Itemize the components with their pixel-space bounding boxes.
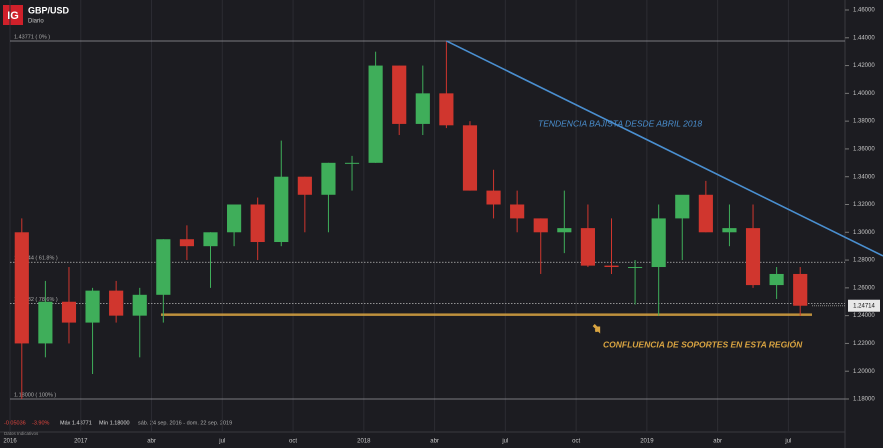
candle-body [415,93,430,124]
candle-body [486,190,501,205]
x-tick-label: jul [784,439,791,445]
footer-note: Datos Indicativos [4,431,39,436]
x-tick-label: jul [218,439,225,445]
candle-body [321,162,336,195]
candle-body [439,93,454,126]
x-tick-label: 2016 [3,439,17,445]
candle-body [392,65,407,124]
candle-body [203,232,218,247]
y-tick-label: 1.20000 [853,369,875,375]
candle-body [698,194,713,233]
y-tick-label: 1.32000 [853,202,875,208]
y-tick-label: 1.40000 [853,91,875,97]
y-tick-label: 1.34000 [853,174,875,180]
candle-body [227,204,242,233]
x-tick-label: abr [147,439,156,445]
x-tick-label: oct [572,439,580,445]
y-tick-label: 1.18000 [853,397,875,403]
fib-label: 1.27844 ( 61.8% ) [14,256,58,262]
fib-label: 1.24882 ( 78.6% ) [14,297,58,303]
footer-max: Máx 1.43771 [60,420,92,426]
candle-body [250,204,265,243]
x-tick-label: jul [501,439,508,445]
y-tick-label: 1.44000 [853,35,875,41]
candle-body [557,228,572,233]
candle-body [580,228,595,266]
x-tick-label: abr [430,439,439,445]
x-tick-label: oct [289,439,297,445]
logo-box [3,5,23,25]
support-label: CONFLUENCIA DE SOPORTES EN ESTA REGIÓN [603,338,803,349]
y-tick-label: 1.42000 [853,63,875,69]
candle-body [745,228,761,286]
logo: IG [7,10,19,22]
x-tick-label: 2017 [74,439,88,445]
candle-body [156,239,171,295]
candle-body [722,228,737,233]
candle-body [510,204,525,219]
candle-body [462,125,478,191]
candle-body [793,273,808,306]
footer-change-pct: -3.90% [32,420,50,426]
candle-body [651,218,666,268]
candle-body [604,265,619,268]
candle-body [274,176,289,243]
candle-body [675,194,690,219]
last-price-box [848,299,880,312]
candle-body [179,239,194,247]
footer-change: -0.05036 [4,420,26,426]
candle-body [344,162,360,164]
y-tick-label: 1.26000 [853,285,875,291]
candle-body [85,290,100,323]
candle-body [297,176,312,195]
fib-label: 1.18000 ( 100% ) [14,392,56,398]
candle-body [132,294,147,316]
x-tick-label: 2019 [640,439,654,445]
footer-min: Mín 1.18000 [99,420,130,426]
y-tick-label: 1.38000 [853,119,875,125]
y-tick-label: 1.22000 [853,341,875,347]
y-tick-label: 1.24000 [853,313,875,319]
x-tick-label: abr [713,439,722,445]
candle-body [109,290,124,316]
candle-body [533,218,548,233]
chart-title: GBP/USD [28,5,70,15]
y-tick-label: 1.28000 [853,258,875,264]
support-zone [160,313,812,316]
candle-body [14,232,29,344]
candle-body [769,273,784,286]
support-arrow [592,323,601,334]
candle-body [368,65,383,163]
y-tick-label: 1.36000 [853,147,875,153]
candle-body [61,301,77,323]
footer-period: sáb. 24 sep. 2016 - dom. 22 sep. 2019 [138,420,232,426]
candle-body [38,301,53,344]
candle-body [628,267,643,269]
y-tick-label: 1.46000 [853,8,875,14]
y-tick-label: 1.30000 [853,230,875,236]
trendline [446,40,883,257]
last-price-label: 1.24714 [853,303,875,309]
fib-label: 1.43771 ( 0% ) [14,34,50,40]
trendline-label: TENDENCIA BAJISTA DESDE ABRIL 2018 [538,118,702,128]
x-tick-label: 2018 [357,439,371,445]
chart-subtitle: Diario [28,19,44,25]
